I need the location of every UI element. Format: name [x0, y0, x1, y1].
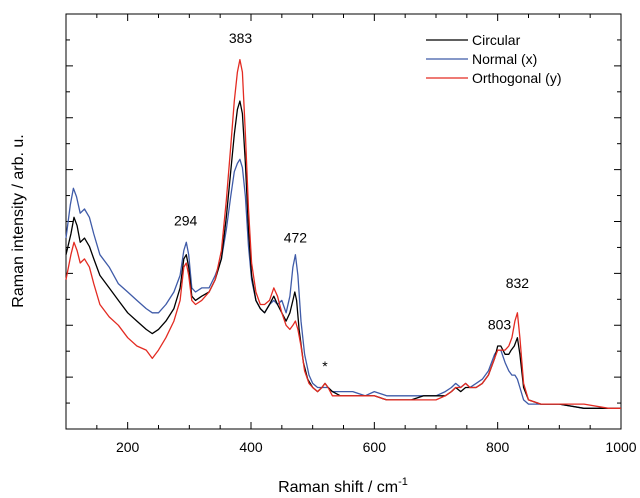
series-line-orthogonal-y — [65, 58, 621, 409]
series-lines — [65, 58, 621, 409]
x-axis-title: Raman shift / cm-1 — [278, 476, 408, 496]
peak-annotation: 832 — [506, 275, 530, 291]
x-axis-title-superscript: -1 — [398, 476, 408, 488]
series-line-circular — [65, 100, 621, 409]
legend-label: Orthogonal (y) — [472, 70, 561, 86]
peak-annotation: 383 — [229, 30, 253, 46]
x-tick-label: 400 — [239, 439, 263, 455]
x-tick-label: 1000 — [605, 439, 636, 455]
x-tick-label: 200 — [116, 439, 140, 455]
peak-annotations: 383 294 472 * 803 832 — [174, 30, 529, 374]
peak-annotation: 803 — [488, 316, 512, 332]
x-axis-title-text: Raman shift / cm — [278, 479, 398, 496]
peak-annotation: 294 — [174, 213, 198, 229]
peak-annotation: 472 — [284, 229, 308, 245]
legend-label: Circular — [472, 32, 521, 48]
series-line-normal-x — [65, 158, 621, 409]
y-axis-title: Raman intensity / arb. u. — [10, 134, 27, 307]
legend-label: Normal (x) — [472, 51, 537, 67]
peak-annotation: * — [322, 358, 328, 374]
x-axis-ticks: 200 400 600 800 1000 — [65, 14, 637, 455]
legend: Circular Normal (x) Orthogonal (y) — [426, 32, 561, 86]
x-tick-label: 800 — [486, 439, 510, 455]
x-tick-label: 600 — [363, 439, 387, 455]
